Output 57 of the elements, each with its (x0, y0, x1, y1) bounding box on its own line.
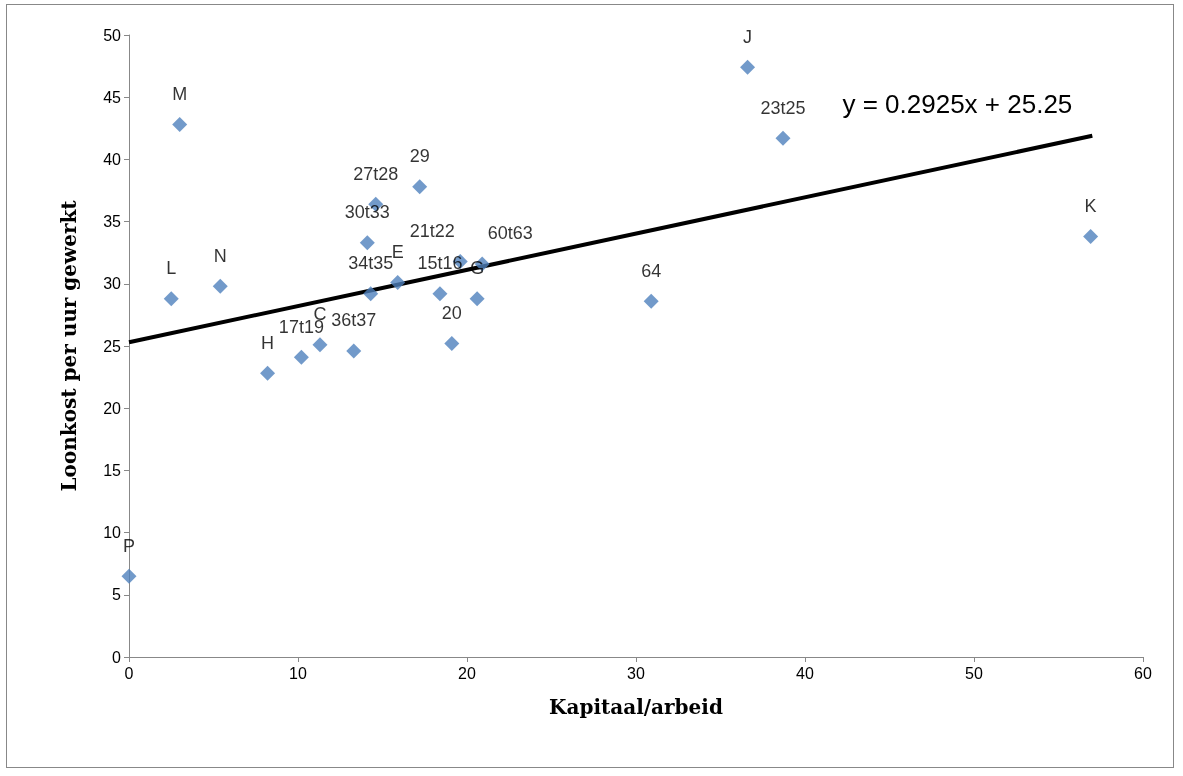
annotation: y = 0.2925x + 25.25 (842, 88, 1073, 119)
point (212, 278, 228, 294)
point (643, 293, 659, 309)
point (390, 275, 406, 291)
annotation: N (213, 245, 227, 266)
point (740, 59, 756, 75)
annotation: K (1084, 196, 1097, 217)
x-tick-label: 40 (796, 664, 814, 682)
annotation: M (172, 84, 188, 105)
point (163, 291, 179, 307)
x-tick-label: 0 (124, 664, 134, 682)
annotation: 27t28 (353, 163, 399, 184)
y-tick-label: 30 (103, 275, 122, 293)
annotation: 23t25 (760, 97, 806, 118)
annotation: 21t22 (409, 220, 455, 241)
x-tick-label: 20 (458, 664, 476, 682)
y-tick-label: 45 (103, 88, 122, 106)
point (432, 286, 448, 302)
point (363, 286, 379, 302)
y-tick-label: 5 (112, 586, 122, 604)
annotation: 34t35 (348, 253, 394, 274)
annotation: 64 (641, 260, 662, 281)
point (412, 179, 428, 195)
annotation: J (743, 26, 753, 47)
point (359, 235, 375, 251)
annotation: H (261, 332, 275, 353)
y-tick-label: 15 (103, 461, 122, 479)
y-tick-label: 20 (103, 399, 122, 417)
point (346, 343, 362, 359)
point (293, 349, 309, 365)
y-tick-label: 10 (103, 524, 122, 542)
x-tick-label: 10 (289, 664, 307, 682)
point (1083, 229, 1099, 245)
point (444, 336, 460, 352)
y-tick-label: 35 (103, 213, 122, 231)
y-tick-label: 50 (103, 26, 122, 44)
point (121, 568, 137, 584)
point (260, 365, 276, 381)
y-axis-title: Loonkost per uur gewerkt (57, 199, 81, 492)
y-tick-label: 40 (103, 150, 122, 168)
x-tick-label: 50 (965, 664, 983, 682)
annotation: 29 (409, 146, 430, 167)
y-tick-label: 25 (103, 337, 122, 355)
annotation: L (166, 258, 177, 279)
point (775, 130, 791, 146)
annotation: 30t33 (344, 202, 390, 223)
annotation: 20 (441, 303, 462, 324)
point (469, 291, 485, 307)
y-tick-label: 0 (112, 648, 122, 666)
point (172, 117, 188, 133)
x-axis-title: Kapitaal/arbeid (549, 695, 723, 719)
point (312, 337, 328, 353)
x-tick-label: 30 (627, 664, 645, 682)
annotation: 60t63 (487, 223, 533, 244)
x-tick-label: 60 (1134, 664, 1152, 682)
annotation: E (391, 242, 404, 263)
annotation: 36t37 (331, 310, 377, 331)
